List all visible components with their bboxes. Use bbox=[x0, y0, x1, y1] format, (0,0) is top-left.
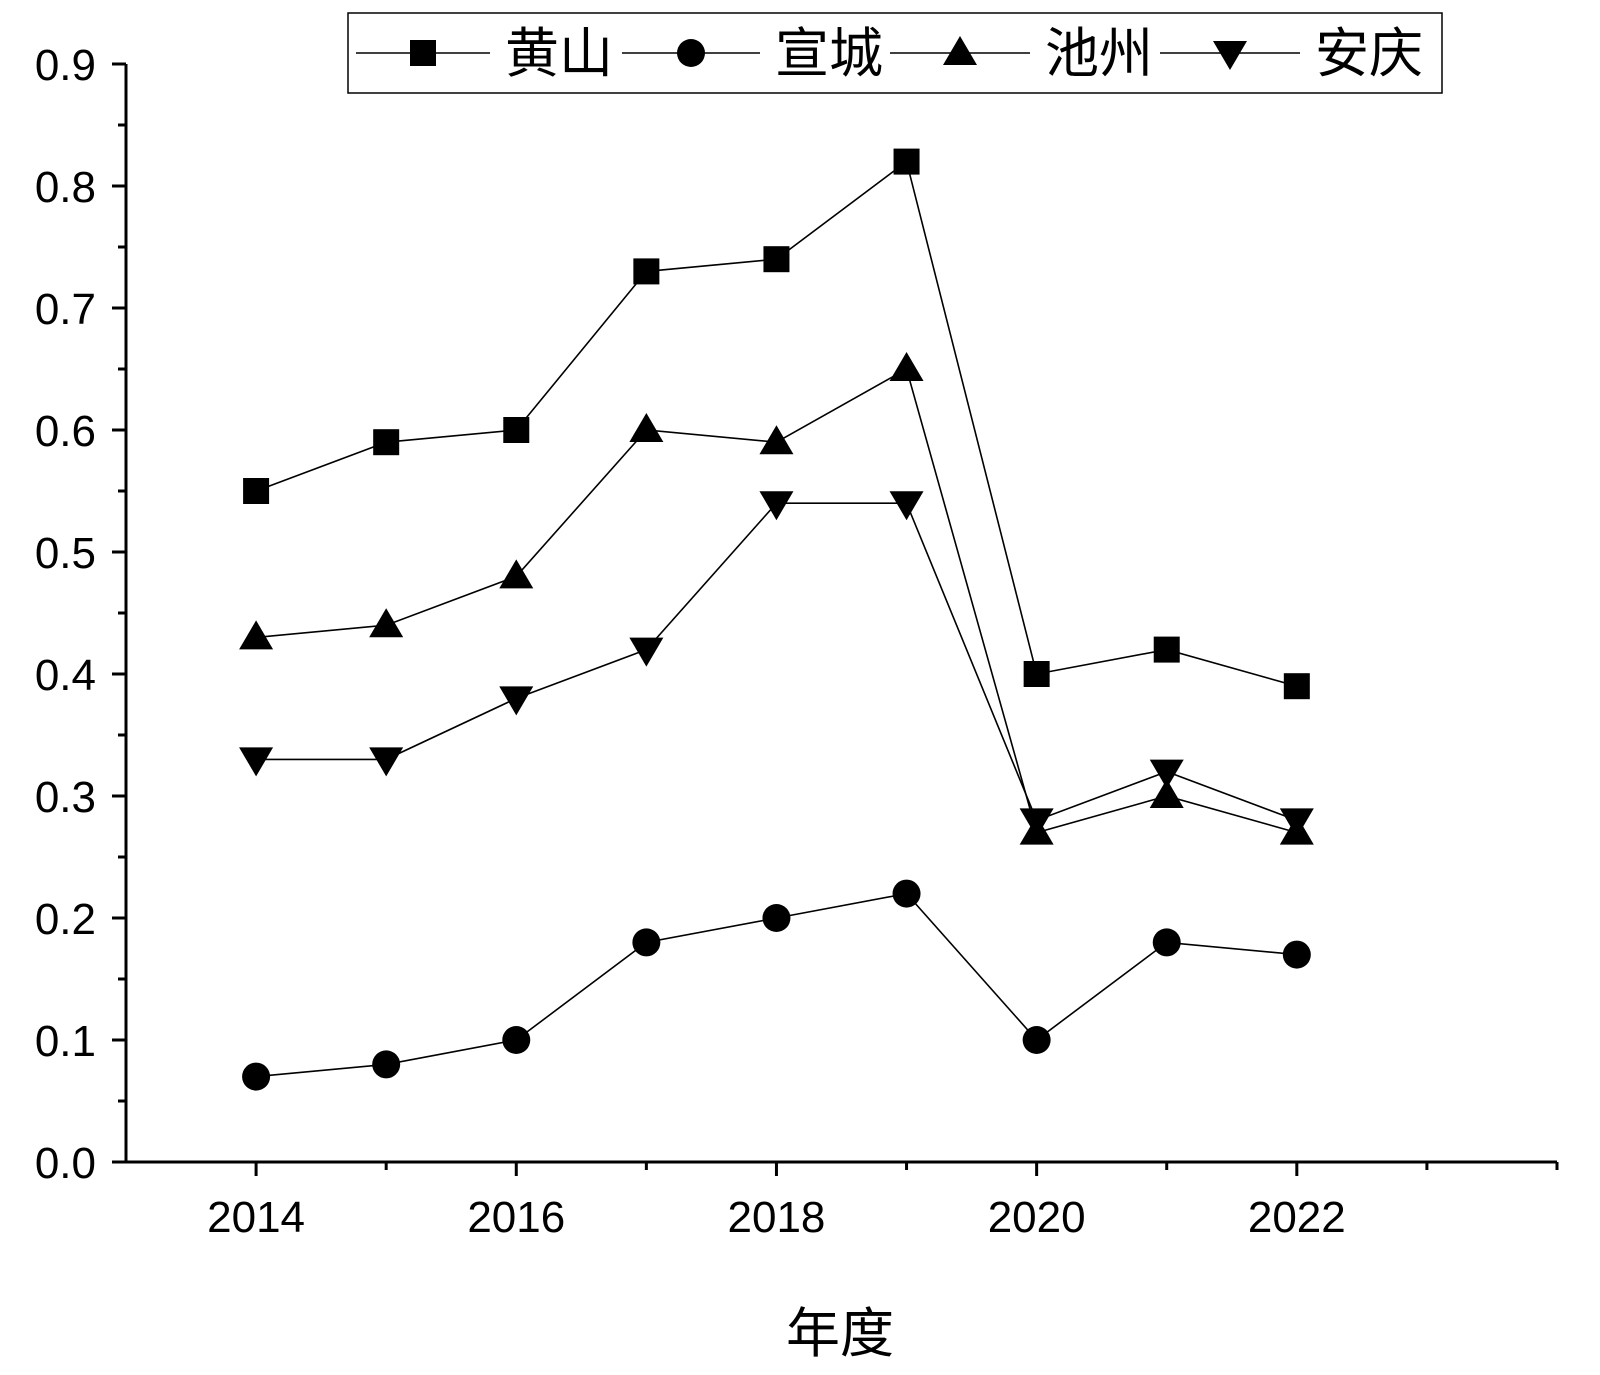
y-tick-label: 0.5 bbox=[35, 529, 96, 578]
data-point bbox=[369, 608, 404, 638]
data-point bbox=[1279, 808, 1314, 838]
legend-entry: 池州 bbox=[890, 22, 1153, 85]
data-point bbox=[759, 425, 794, 455]
legend-label: 宣城 bbox=[775, 22, 883, 85]
x-tick-label: 2016 bbox=[467, 1193, 565, 1242]
legend-entry: 安庆 bbox=[1160, 22, 1423, 85]
data-point bbox=[762, 904, 791, 932]
y-tick-label: 0.2 bbox=[35, 895, 96, 944]
data-point bbox=[369, 747, 404, 777]
x-tick-label: 2018 bbox=[728, 1193, 826, 1242]
data-point bbox=[763, 246, 790, 273]
data-point bbox=[1152, 928, 1181, 957]
legend-marker bbox=[1213, 41, 1247, 70]
legend-marker bbox=[943, 36, 977, 65]
y-tick-label: 0.9 bbox=[35, 41, 96, 90]
series-4 bbox=[239, 491, 1314, 838]
legend-label: 安庆 bbox=[1315, 22, 1423, 85]
y-tick-label: 0.6 bbox=[35, 407, 96, 456]
y-tick-label: 0.8 bbox=[35, 163, 96, 212]
legend-label: 黄山 bbox=[505, 22, 613, 85]
data-point bbox=[1153, 636, 1180, 663]
data-point bbox=[499, 559, 534, 589]
data-point bbox=[1022, 1026, 1051, 1054]
data-point bbox=[1149, 779, 1184, 808]
series-line bbox=[255, 160, 1298, 687]
legend-marker bbox=[677, 39, 705, 67]
legend-entry: 宣城 bbox=[622, 22, 883, 85]
legend-marker bbox=[410, 40, 436, 66]
data-point bbox=[502, 1026, 531, 1054]
data-point bbox=[372, 1050, 401, 1079]
data-point bbox=[1149, 759, 1184, 789]
legend: 黄山 宣城 池州 安庆 bbox=[347, 12, 1443, 94]
y-tick-label: 0.0 bbox=[35, 1139, 96, 1188]
series-line bbox=[256, 502, 1298, 822]
data-point bbox=[889, 491, 924, 521]
legend-label: 池州 bbox=[1045, 22, 1153, 85]
data-point bbox=[1019, 808, 1054, 838]
series-3 bbox=[239, 352, 1314, 845]
data-point bbox=[889, 352, 924, 381]
data-point bbox=[892, 879, 921, 908]
data-point bbox=[1283, 673, 1310, 700]
y-tick-label: 0.3 bbox=[35, 773, 96, 822]
series-2 bbox=[242, 879, 1311, 1091]
y-tick-label: 0.7 bbox=[35, 285, 96, 334]
data-point bbox=[633, 258, 660, 285]
y-tick-label: 0.1 bbox=[35, 1017, 96, 1066]
data-point bbox=[629, 637, 664, 667]
x-axis-label: 年度 bbox=[786, 1302, 894, 1365]
x-tick-label: 2014 bbox=[207, 1193, 305, 1242]
data-point bbox=[499, 686, 534, 716]
x-tick-label: 2020 bbox=[988, 1193, 1086, 1242]
data-point bbox=[239, 747, 274, 777]
data-point bbox=[503, 417, 530, 443]
y-tick-label: 0.4 bbox=[35, 651, 96, 700]
data-point bbox=[243, 478, 270, 504]
data-point bbox=[893, 148, 920, 175]
data-point bbox=[1023, 661, 1050, 687]
axes: 0.0 0.1 0.2 0.3 0.4 0.5 0.6 0.7 0.8 0.9 2014 2016 20… bbox=[35, 41, 1559, 1242]
data-point bbox=[242, 1062, 271, 1091]
data-point bbox=[1282, 940, 1311, 969]
data-point bbox=[239, 620, 274, 650]
data-point bbox=[759, 491, 794, 521]
data-point bbox=[373, 429, 400, 456]
data-point bbox=[632, 928, 661, 957]
x-tick-label: 2022 bbox=[1248, 1193, 1346, 1242]
legend-entry: 黄山 bbox=[356, 22, 613, 85]
data-point bbox=[629, 413, 664, 442]
series-layer bbox=[239, 148, 1314, 1091]
series-1 bbox=[243, 148, 1310, 700]
